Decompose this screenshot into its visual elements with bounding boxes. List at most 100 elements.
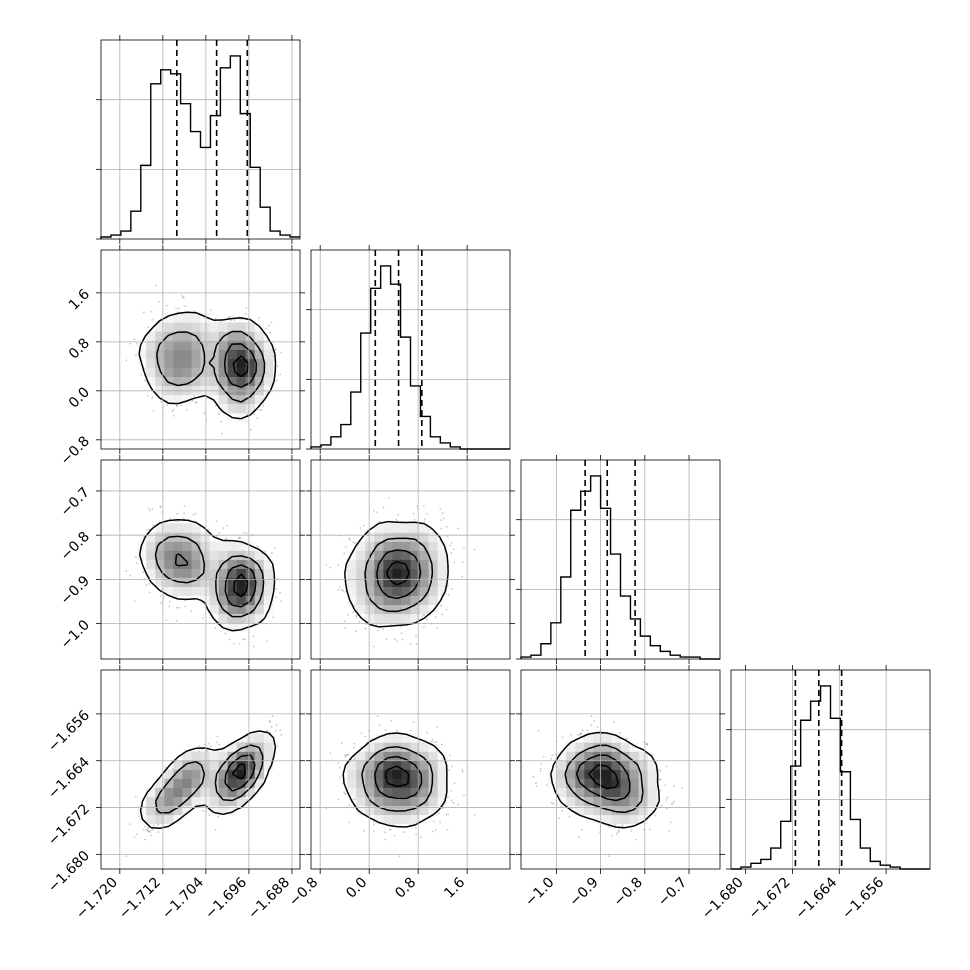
density-cell: [419, 604, 429, 615]
scatter-point: [157, 831, 160, 834]
scatter-point: [358, 620, 361, 623]
density-cell: [356, 586, 366, 596]
density-cell: [155, 376, 165, 386]
density-cell: [401, 523, 411, 533]
density-cell: [173, 367, 183, 377]
density-cell: [365, 541, 375, 551]
scatter-point: [280, 351, 283, 354]
density-cell: [200, 541, 210, 551]
scatter-point: [214, 627, 217, 630]
histogram-2: [520, 475, 720, 660]
scatter-point: [441, 512, 444, 515]
scatter-point: [272, 616, 275, 619]
scatter-point: [228, 638, 231, 641]
density-cell: [200, 586, 210, 596]
scatter-point: [349, 538, 351, 541]
density-cell: [182, 313, 192, 323]
density-cell: [182, 358, 192, 368]
density-cell: [227, 349, 237, 359]
scatter-point: [271, 552, 273, 554]
scatter-point: [176, 405, 178, 407]
scatter-point: [397, 513, 400, 516]
scatter-point: [194, 401, 197, 404]
scatter-point: [280, 600, 283, 603]
scatter-point: [382, 628, 385, 631]
histogram-0: [100, 55, 300, 239]
scatter-point: [373, 645, 376, 648]
density-cell: [383, 523, 393, 533]
scatter-point: [216, 735, 219, 738]
scatter-point: [439, 508, 442, 510]
histogram-3: [731, 685, 930, 870]
scatter-point: [135, 562, 138, 565]
scatter-point: [148, 582, 151, 585]
density-cell: [173, 568, 183, 578]
density-cell: [173, 349, 183, 359]
scatter-point: [274, 547, 276, 549]
density-cell: [365, 604, 375, 615]
density-cell: [209, 322, 219, 332]
scatter-point: [385, 638, 388, 641]
scatter-point: [154, 284, 157, 287]
density-cell: [191, 559, 201, 569]
scatter-point: [354, 542, 356, 544]
scatter-point: [168, 600, 171, 603]
scatter-point: [125, 359, 128, 362]
panel-frame: [310, 249, 511, 450]
density-cell: [164, 559, 174, 569]
density-cell: [401, 586, 411, 596]
density-cell: [209, 385, 219, 396]
scatter-point: [229, 319, 232, 322]
scatter-point: [245, 532, 248, 535]
scatter-point: [152, 524, 155, 526]
density-cell: [374, 613, 384, 624]
density-cell: [236, 403, 247, 414]
density-cell: [401, 550, 411, 560]
density-cell: [227, 358, 237, 368]
density-cell: [383, 541, 393, 551]
scatter-point: [423, 626, 425, 629]
scatter-point: [210, 745, 212, 748]
scatter-point: [177, 311, 179, 313]
density-cell: [263, 367, 274, 377]
scatter-point: [224, 632, 227, 635]
scatter-point: [372, 509, 375, 512]
density-cell: [263, 349, 274, 359]
density-cell: [356, 595, 366, 606]
density-cell: [263, 559, 274, 569]
scatter-point: [215, 520, 218, 522]
density-cell: [182, 586, 192, 596]
scatter-point: [140, 374, 143, 376]
density-cell: [173, 322, 183, 332]
scatter-point: [448, 544, 451, 547]
scatter-point: [257, 545, 259, 548]
scatter-point: [240, 318, 243, 321]
scatter-point: [325, 563, 328, 566]
scatter-point: [394, 638, 396, 641]
scatter-point: [445, 526, 448, 528]
scatter-point: [270, 321, 273, 324]
density-cell: [227, 322, 237, 332]
density-cell: [146, 349, 156, 359]
scatter-point: [382, 506, 385, 509]
density-cell: [191, 586, 201, 596]
density-cell: [263, 568, 274, 578]
density-cell: [392, 523, 402, 533]
scatter-point: [182, 296, 185, 299]
scatter-point: [182, 296, 184, 299]
density-cell: [200, 331, 210, 341]
density-cell: [401, 613, 411, 624]
scatter-point: [244, 312, 247, 315]
density-cell: [173, 523, 183, 533]
density-cell: [374, 568, 384, 578]
scatter-point: [275, 587, 278, 590]
scatter-point: [159, 595, 162, 597]
scatter-point: [450, 588, 453, 590]
density-cell: [401, 541, 411, 551]
density-cell: [392, 532, 402, 542]
scatter-point: [147, 326, 150, 329]
scatter-point: [445, 608, 448, 611]
scatter-point: [343, 552, 346, 555]
scatter-point: [279, 729, 282, 732]
scatter-point: [344, 626, 347, 629]
